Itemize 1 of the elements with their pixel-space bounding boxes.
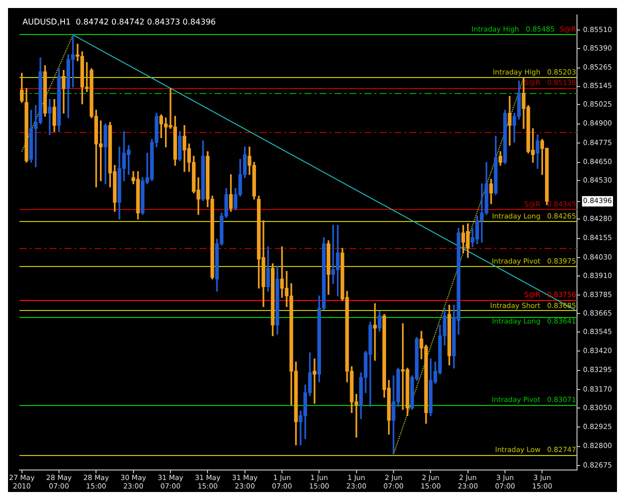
chart-title: AUDUSD,H1 0.84742 0.84742 0.84373 0.84396 [22, 17, 216, 26]
